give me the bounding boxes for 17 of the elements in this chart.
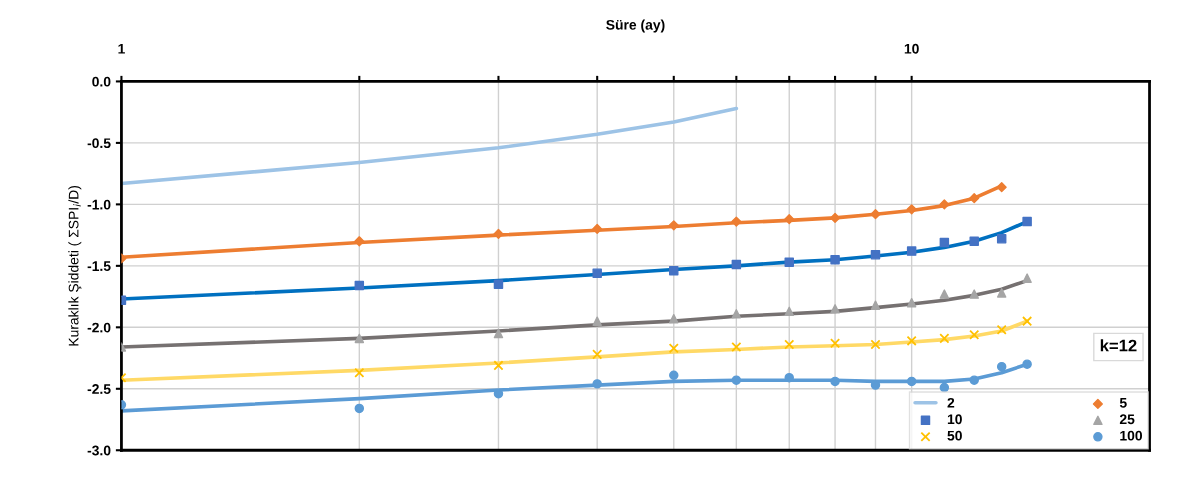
legend-label: 100 [1120, 430, 1143, 441]
annotation: k=12 [1100, 339, 1137, 352]
x-axis-title: Süre (ay) [606, 19, 665, 33]
y-tick-label: -0.5 [87, 138, 111, 149]
legend-label: 5 [1119, 398, 1127, 408]
y-tick-label: -1.5 [87, 261, 111, 272]
y-tick-label: -3.0 [87, 445, 111, 456]
y-tick-label: -2.0 [87, 322, 111, 333]
y-axis-title: Kuraklık Şiddeti ( ΣSPI$_{i}$/D) [68, 186, 82, 346]
legend-label: 50 [947, 430, 962, 441]
y-tick-label: 0.0 [92, 76, 111, 87]
x-tick-label: 1 [118, 43, 125, 54]
legend-label: 25 [1119, 414, 1135, 425]
y-tick-label: -1.0 [87, 199, 111, 210]
y-tick-label: -2.5 [87, 384, 111, 394]
legend-label: 10 [947, 414, 962, 425]
legend-label: 2 [947, 397, 955, 408]
